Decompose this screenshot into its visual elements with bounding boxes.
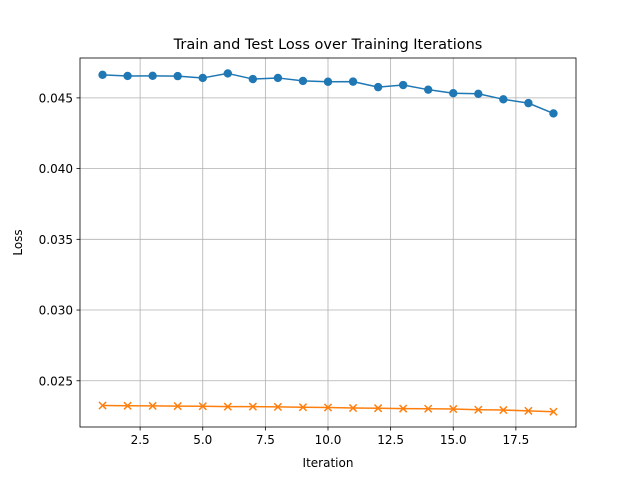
data-point — [549, 109, 558, 118]
series-0 — [98, 69, 558, 118]
data-point — [148, 71, 157, 81]
y-tick-label: 0.035 — [39, 233, 73, 247]
data-point — [248, 74, 258, 84]
x-tick-label: 10.0 — [315, 433, 342, 447]
data-point — [424, 404, 433, 413]
y-axis-label: Loss — [11, 229, 25, 255]
data-point — [348, 403, 358, 413]
data-point — [373, 404, 383, 413]
series-layer — [98, 69, 558, 416]
data-point — [123, 71, 132, 81]
x-axis-label: Iteration — [303, 456, 354, 470]
data-point — [449, 404, 458, 414]
y-tick-label: 0.040 — [39, 162, 73, 176]
data-point — [298, 76, 308, 86]
data-point — [123, 401, 132, 410]
y-tick-label: 0.025 — [39, 374, 73, 388]
data-point — [173, 401, 182, 411]
data-point — [273, 73, 283, 83]
data-point — [223, 402, 232, 411]
y-tick-label: 0.030 — [39, 304, 73, 318]
data-point — [273, 402, 283, 412]
data-point — [499, 405, 508, 415]
series-1 — [98, 401, 558, 416]
data-point — [474, 89, 483, 98]
data-point — [298, 403, 308, 412]
data-point — [474, 405, 483, 414]
tick-layer: 2.5 5.0 7.5 10.0 12.5 15.0 17.5 0.025 0.030 0.035… — [39, 91, 530, 447]
data-point — [524, 98, 533, 108]
data-point — [198, 402, 207, 411]
data-point — [323, 403, 333, 412]
x-tick-label: 2.5 — [131, 433, 150, 447]
data-point — [248, 402, 257, 411]
x-tick-label: 7.5 — [256, 433, 275, 447]
x-tick-label: 12.5 — [377, 433, 404, 447]
x-tick-label: 17.5 — [503, 433, 530, 447]
data-point — [449, 89, 458, 98]
data-point — [173, 71, 182, 81]
data-point — [98, 401, 107, 410]
data-point — [348, 77, 358, 86]
data-point — [198, 73, 207, 83]
grid-layer — [80, 58, 576, 427]
data-point — [98, 70, 107, 80]
data-point — [399, 404, 408, 413]
data-point — [424, 85, 433, 94]
data-point — [499, 95, 508, 104]
data-point — [323, 77, 333, 86]
y-tick-label: 0.045 — [39, 91, 73, 105]
x-tick-label: 5.0 — [193, 433, 212, 447]
data-point — [373, 82, 383, 92]
data-point — [549, 407, 558, 416]
data-point — [148, 401, 157, 411]
data-point — [223, 69, 232, 78]
data-point — [524, 406, 533, 416]
data-point — [398, 80, 408, 90]
chart-title: Train and Test Loss over Training Iterat… — [173, 37, 483, 53]
x-tick-label: 15.0 — [440, 433, 467, 447]
